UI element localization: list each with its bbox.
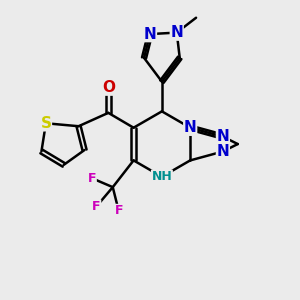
Text: S: S	[40, 116, 51, 131]
Text: N: N	[170, 25, 183, 40]
Text: NH: NH	[152, 170, 172, 183]
Text: F: F	[92, 200, 101, 213]
Text: N: N	[217, 129, 229, 144]
Text: N: N	[144, 27, 156, 42]
Text: N: N	[184, 120, 197, 135]
Text: N: N	[217, 144, 229, 159]
Text: F: F	[115, 204, 123, 218]
Text: O: O	[102, 80, 115, 95]
Text: F: F	[88, 172, 96, 185]
